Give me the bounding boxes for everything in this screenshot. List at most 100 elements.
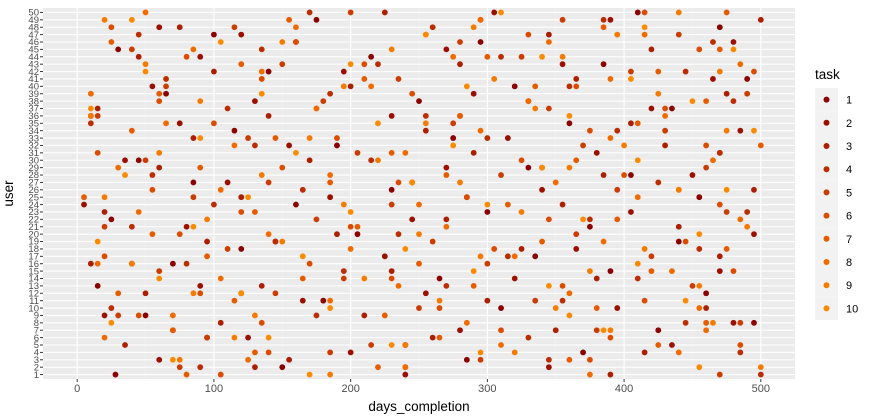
data-point-task-4 xyxy=(422,113,429,119)
data-point-task-4 xyxy=(566,83,573,90)
data-point-task-8 xyxy=(217,275,224,282)
data-point-task-3 xyxy=(600,172,607,178)
data-point-task-5 xyxy=(327,349,334,356)
data-point-task-10 xyxy=(293,149,299,156)
data-point-task-8 xyxy=(600,238,607,245)
data-point-task-4 xyxy=(313,312,320,319)
data-point-task-4 xyxy=(634,275,641,282)
data-point-task-8 xyxy=(313,105,320,112)
data-point-task-4 xyxy=(135,31,142,38)
y-tick-label: 20 xyxy=(28,229,39,240)
data-point-task-9 xyxy=(190,290,197,297)
y-tick-label: 39 xyxy=(28,89,39,100)
data-point-task-5 xyxy=(279,61,286,68)
data-point-task-3 xyxy=(204,238,210,245)
data-point-task-9 xyxy=(101,194,108,201)
data-point-task-2 xyxy=(183,223,190,230)
x-axis-title: days_completion xyxy=(368,399,469,414)
legend-entry-label: 9 xyxy=(846,280,852,292)
data-point-task-8 xyxy=(607,135,614,141)
data-point-task-2 xyxy=(689,172,696,178)
data-point-task-4 xyxy=(443,282,450,289)
data-point-task-7 xyxy=(443,172,450,178)
x-axis-ticks: 0 100 200 300 400 500 xyxy=(74,379,770,395)
data-point-task-6 xyxy=(545,216,552,223)
data-point-task-1 xyxy=(751,319,757,326)
legend-key-point xyxy=(823,166,830,173)
data-point-task-5 xyxy=(94,113,101,119)
data-point-task-2 xyxy=(101,312,108,319)
data-point-task-2 xyxy=(327,194,334,201)
legend-entry-label: 7 xyxy=(846,234,852,246)
data-point-task-9 xyxy=(327,371,334,378)
y-tick-label: 4 xyxy=(34,348,39,359)
data-point-task-9 xyxy=(87,113,94,119)
data-point-task-2 xyxy=(730,319,737,326)
data-point-task-8 xyxy=(135,209,142,215)
data-point-task-2 xyxy=(156,356,163,363)
data-point-task-8 xyxy=(163,120,169,127)
data-point-task-1 xyxy=(320,297,327,304)
data-point-task-9 xyxy=(340,201,347,208)
data-point-task-4 xyxy=(737,349,744,356)
data-point-task-8 xyxy=(566,290,573,297)
data-point-task-5 xyxy=(484,260,491,267)
data-point-task-6 xyxy=(703,142,710,149)
y-tick-label: 47 xyxy=(28,30,39,41)
data-point-task-4 xyxy=(211,201,217,208)
data-point-task-10 xyxy=(580,216,586,223)
data-point-task-10 xyxy=(634,157,641,164)
data-point-task-8 xyxy=(641,31,648,38)
data-point-task-8 xyxy=(669,268,675,274)
data-point-task-1 xyxy=(532,253,539,260)
data-point-task-10 xyxy=(539,53,545,60)
data-point-task-3 xyxy=(607,371,614,378)
data-point-task-10 xyxy=(299,253,306,260)
data-point-task-4 xyxy=(327,90,334,97)
data-point-task-2 xyxy=(511,275,518,282)
legend-key-point xyxy=(823,259,830,265)
data-point-task-9 xyxy=(716,68,723,75)
data-point-task-6 xyxy=(751,68,757,75)
data-point-task-5 xyxy=(224,246,231,252)
legend-key-point xyxy=(823,119,830,126)
y-tick-label: 36 xyxy=(28,111,39,122)
data-point-task-5 xyxy=(101,223,108,230)
data-point-task-7 xyxy=(470,282,477,289)
data-point-task-2 xyxy=(409,216,416,223)
data-point-task-2 xyxy=(751,231,757,238)
data-point-task-3 xyxy=(751,186,757,193)
data-point-task-7 xyxy=(375,364,381,371)
data-point-task-7 xyxy=(354,223,361,230)
data-point-task-1 xyxy=(293,201,299,208)
legend-title: task xyxy=(815,67,840,82)
data-point-task-2 xyxy=(176,120,183,127)
data-point-task-2 xyxy=(388,113,395,119)
x-tick-label: 0 xyxy=(74,383,80,395)
data-point-task-7 xyxy=(231,297,238,304)
data-point-task-5 xyxy=(176,364,183,371)
data-point-task-9 xyxy=(477,253,484,260)
data-point-task-1 xyxy=(169,260,176,267)
y-tick-label: 10 xyxy=(28,303,39,314)
data-point-task-7 xyxy=(593,305,600,311)
data-point-task-7 xyxy=(252,209,258,215)
data-point-task-2 xyxy=(238,31,245,38)
data-point-task-6 xyxy=(361,61,368,68)
data-point-task-8 xyxy=(327,172,334,178)
data-point-task-2 xyxy=(730,39,737,45)
data-point-task-2 xyxy=(381,253,388,260)
data-point-task-8 xyxy=(477,127,484,134)
data-point-task-9 xyxy=(587,268,593,274)
y-tick-label: 34 xyxy=(28,126,39,137)
data-point-task-5 xyxy=(231,24,238,31)
data-point-task-10 xyxy=(628,76,634,82)
data-point-task-8 xyxy=(703,327,710,334)
data-point-task-10 xyxy=(142,68,149,75)
legend-entry-label: 8 xyxy=(846,257,852,269)
y-tick-label: 43 xyxy=(28,59,39,70)
data-point-task-8 xyxy=(607,76,614,82)
data-point-task-4 xyxy=(224,105,231,112)
data-point-task-7 xyxy=(183,371,190,378)
